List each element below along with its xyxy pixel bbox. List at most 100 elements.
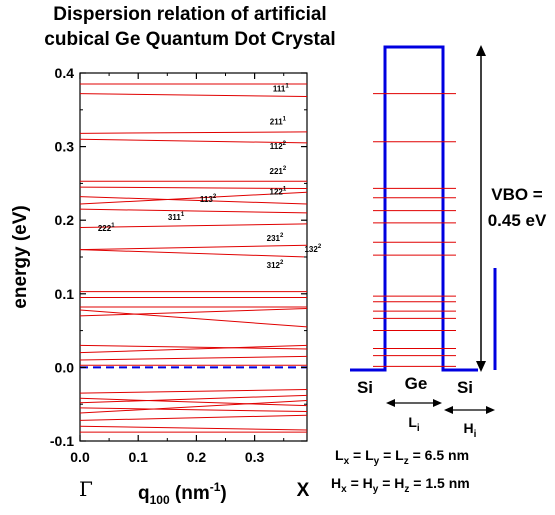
band-label-superscript: 1 bbox=[285, 83, 289, 89]
band-line bbox=[79, 196, 308, 205]
band-label-superscript: 2 bbox=[280, 260, 284, 266]
hi-label-sub: i bbox=[474, 429, 477, 440]
barrier-size-equation: Hx = Hy = Hz = 1.5 nm bbox=[331, 475, 470, 495]
x-tick-label: 0.1 bbox=[128, 449, 148, 465]
band-label-index: 112 bbox=[270, 142, 283, 151]
band-line bbox=[79, 186, 308, 190]
ge-label: Ge bbox=[405, 374, 428, 393]
quantum-well-diagram: VBO = 0.45 eV Si Ge Si Li Hi Lx = Ly = L… bbox=[331, 45, 547, 495]
band-line bbox=[79, 93, 308, 98]
band-label-index: 132 bbox=[304, 245, 318, 254]
si-right-label: Si bbox=[457, 378, 473, 397]
band-line bbox=[79, 309, 308, 328]
y-axis-ticks: -0.1 0.0 0.1 0.2 0.3 0.4 bbox=[50, 65, 307, 449]
band-label-index: 311 bbox=[168, 213, 181, 222]
x-axis-ticks: 0.0 0.1 0.2 0.3 bbox=[70, 73, 285, 465]
band-label: 2221 bbox=[98, 223, 115, 233]
band-line bbox=[79, 244, 308, 251]
vbo-arrow-head-bottom bbox=[476, 361, 486, 372]
hi-label-main: H bbox=[464, 420, 474, 436]
band-line bbox=[79, 131, 308, 134]
x-axis-label: q100 (nm-1) bbox=[138, 480, 227, 507]
hi-label: Hi bbox=[464, 420, 477, 440]
y-tick-label: 0.0 bbox=[55, 359, 75, 375]
band-line bbox=[79, 223, 308, 229]
band-label-superscript: 2 bbox=[283, 166, 287, 172]
y-tick-label: 0.3 bbox=[55, 139, 75, 155]
dot-size-equation: Lx = Ly = Lz = 6.5 nm bbox=[335, 447, 469, 467]
li-label-main: L bbox=[408, 414, 417, 430]
x-axis-x-symbol: X bbox=[297, 480, 310, 501]
band-line bbox=[79, 249, 308, 258]
band-label: 1132 bbox=[200, 194, 217, 204]
band-label-index: 122 bbox=[270, 187, 284, 196]
band-label: 2312 bbox=[267, 233, 284, 243]
band-label-index: 221 bbox=[270, 167, 284, 176]
li-label: Li bbox=[408, 414, 420, 434]
band-label: 2212 bbox=[270, 166, 287, 176]
band-line bbox=[79, 355, 308, 361]
band-label-superscript: 1 bbox=[181, 212, 185, 218]
band-label-index: 231 bbox=[267, 234, 281, 243]
band-label-superscript: 2 bbox=[213, 194, 217, 200]
band-lines bbox=[79, 83, 308, 433]
y-tick-label: 0.2 bbox=[55, 212, 75, 228]
chart-title-line2: cubical Ge Quantum Dot Crystal bbox=[44, 29, 335, 50]
band-line bbox=[79, 308, 308, 317]
band-label-superscript: 2 bbox=[280, 233, 284, 239]
band-line bbox=[79, 394, 308, 404]
band-label: 1122 bbox=[270, 141, 287, 151]
band-label: 1221 bbox=[270, 186, 287, 196]
band-labels: 1111211111222212122111323111222123121322… bbox=[98, 83, 322, 270]
band-label-index: 113 bbox=[200, 195, 213, 204]
x-axis-label-exp: -1 bbox=[210, 480, 221, 494]
band-line bbox=[79, 388, 308, 394]
band-label-index: 312 bbox=[267, 261, 281, 270]
band-label: 1111 bbox=[273, 83, 289, 93]
x-axis-label-sub: 100 bbox=[150, 493, 170, 507]
dispersion-plot: -0.10.00.10.20.30.4 0.0 0.1 0.2 0.3 1111211… bbox=[50, 65, 322, 465]
band-label-superscript: 1 bbox=[283, 186, 287, 192]
band-line bbox=[79, 425, 308, 431]
band-line bbox=[79, 397, 308, 407]
chart-title-line1: Dispersion relation of artificial bbox=[53, 4, 326, 25]
vbo-label-line1: VBO = bbox=[491, 185, 543, 204]
band-label: 3122 bbox=[267, 260, 284, 270]
band-label-superscript: 2 bbox=[283, 141, 287, 147]
band-label-index: 211 bbox=[270, 118, 283, 127]
band-line bbox=[79, 344, 308, 350]
band-label-index: 111 bbox=[273, 84, 286, 93]
li-arrow-head-left bbox=[386, 399, 395, 407]
band-label: 2111 bbox=[270, 117, 287, 127]
y-tick-label: 0.1 bbox=[55, 286, 75, 302]
band-label-superscript: 1 bbox=[111, 223, 115, 229]
band-line bbox=[79, 138, 308, 144]
band-line bbox=[79, 191, 308, 205]
li-label-sub: i bbox=[417, 423, 420, 434]
confined-energy-levels bbox=[373, 93, 456, 367]
band-line bbox=[79, 400, 308, 414]
plot-frame bbox=[79, 72, 308, 442]
band-label: 1322 bbox=[304, 244, 321, 254]
vbo-arrow-head-top bbox=[476, 45, 486, 56]
y-axis-label: energy (eV) bbox=[10, 205, 31, 308]
x-tick-label: 0.0 bbox=[70, 449, 90, 465]
si-left-label: Si bbox=[357, 378, 373, 397]
well-potential-outline bbox=[350, 45, 478, 372]
x-axis-label-close: ) bbox=[220, 483, 226, 504]
x-tick-label: 0.2 bbox=[187, 449, 207, 465]
x-tick-label: 0.3 bbox=[245, 449, 265, 465]
band-line bbox=[79, 344, 308, 354]
y-tick-label: -0.1 bbox=[50, 433, 74, 449]
li-arrow-head-right bbox=[433, 399, 442, 407]
y-tick-label: 0.4 bbox=[55, 65, 75, 81]
band-label: 3111 bbox=[168, 212, 185, 222]
band-line bbox=[79, 208, 308, 214]
band-label-index: 222 bbox=[98, 224, 112, 233]
band-line bbox=[79, 407, 308, 413]
x-axis-label-q: q bbox=[138, 483, 150, 504]
band-line bbox=[79, 414, 308, 421]
vbo-label-line2: 0.45 eV bbox=[488, 211, 547, 230]
band-label-superscript: 2 bbox=[318, 244, 322, 250]
